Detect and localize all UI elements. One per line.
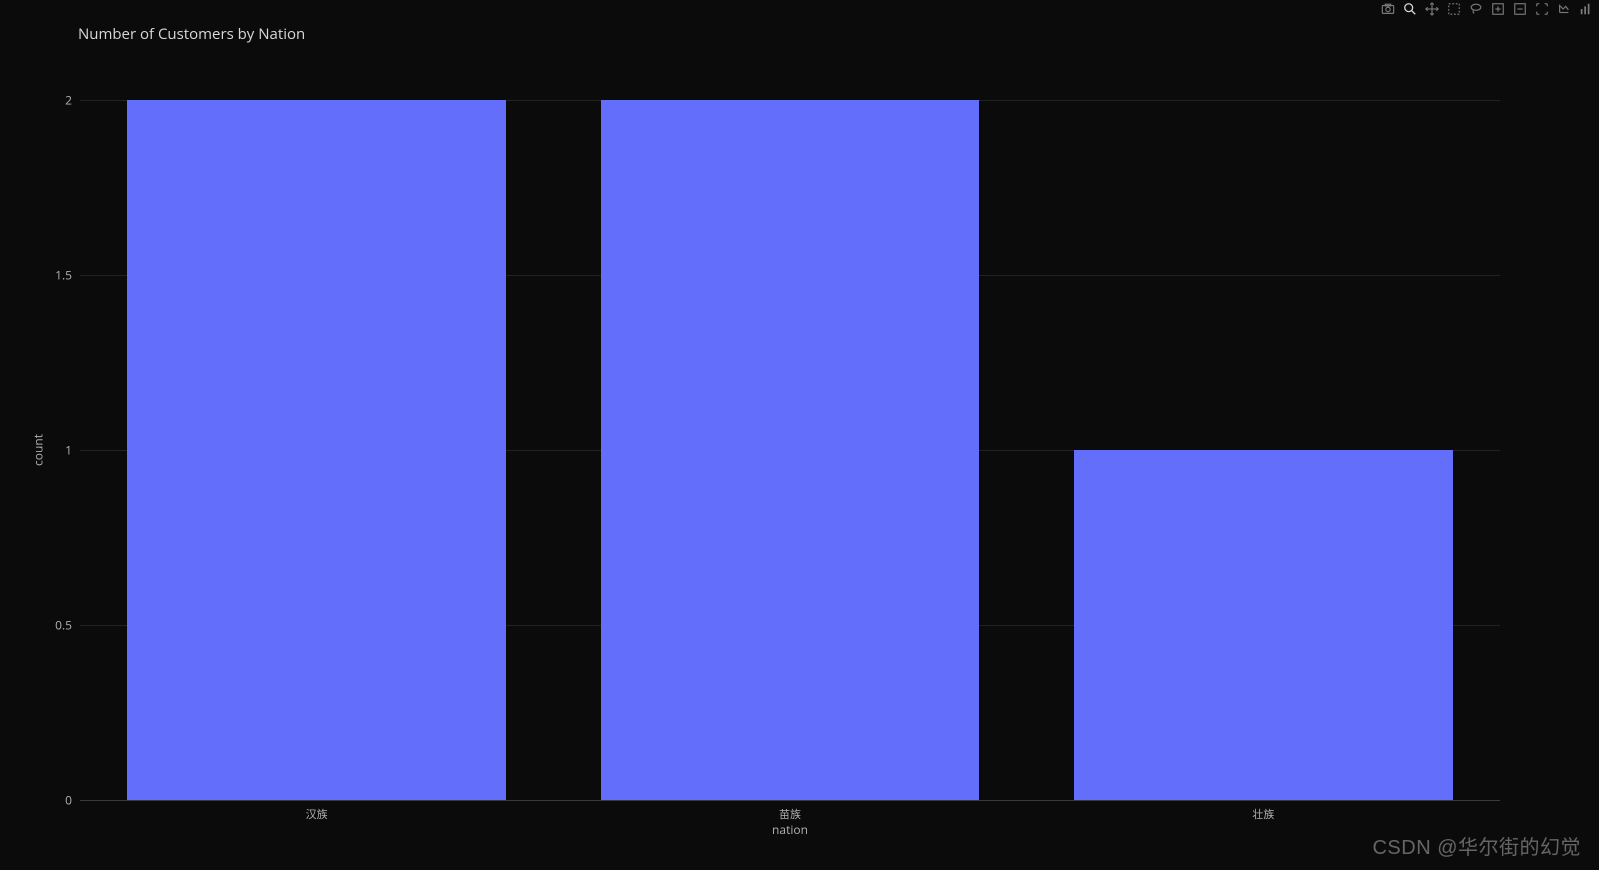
x-tick-label: 壮族: [1252, 800, 1274, 822]
camera-icon[interactable]: [1381, 2, 1395, 16]
pan-icon[interactable]: [1425, 2, 1439, 16]
y-tick-label: 1: [65, 442, 80, 459]
plotly-modebar: [1381, 2, 1593, 16]
zoom-out-icon[interactable]: [1513, 2, 1527, 16]
plot-area: 00.511.52汉族苗族壮族 count nation: [80, 100, 1500, 800]
chart-title: Number of Customers by Nation: [78, 24, 305, 44]
bar[interactable]: [1074, 450, 1453, 800]
y-axis-label: count: [29, 434, 46, 466]
y-tick-label: 1.5: [55, 267, 80, 284]
watermark-text: CSDN @华尔街的幻觉: [1372, 831, 1581, 860]
plotly-logo-icon[interactable]: [1579, 2, 1593, 16]
bar[interactable]: [127, 100, 506, 800]
y-tick-label: 0.5: [55, 617, 80, 634]
y-tick-label: 2: [65, 92, 80, 109]
reset-axes-icon[interactable]: [1557, 2, 1571, 16]
lasso-select-icon[interactable]: [1469, 2, 1483, 16]
zoom-in-icon[interactable]: [1491, 2, 1505, 16]
x-tick-label: 苗族: [779, 800, 801, 822]
y-tick-label: 0: [65, 792, 80, 809]
zoom-icon[interactable]: [1403, 2, 1417, 16]
autoscale-icon[interactable]: [1535, 2, 1549, 16]
x-tick-label: 汉族: [306, 800, 328, 822]
bar[interactable]: [601, 100, 980, 800]
box-select-icon[interactable]: [1447, 2, 1461, 16]
x-axis-label: nation: [772, 821, 808, 838]
